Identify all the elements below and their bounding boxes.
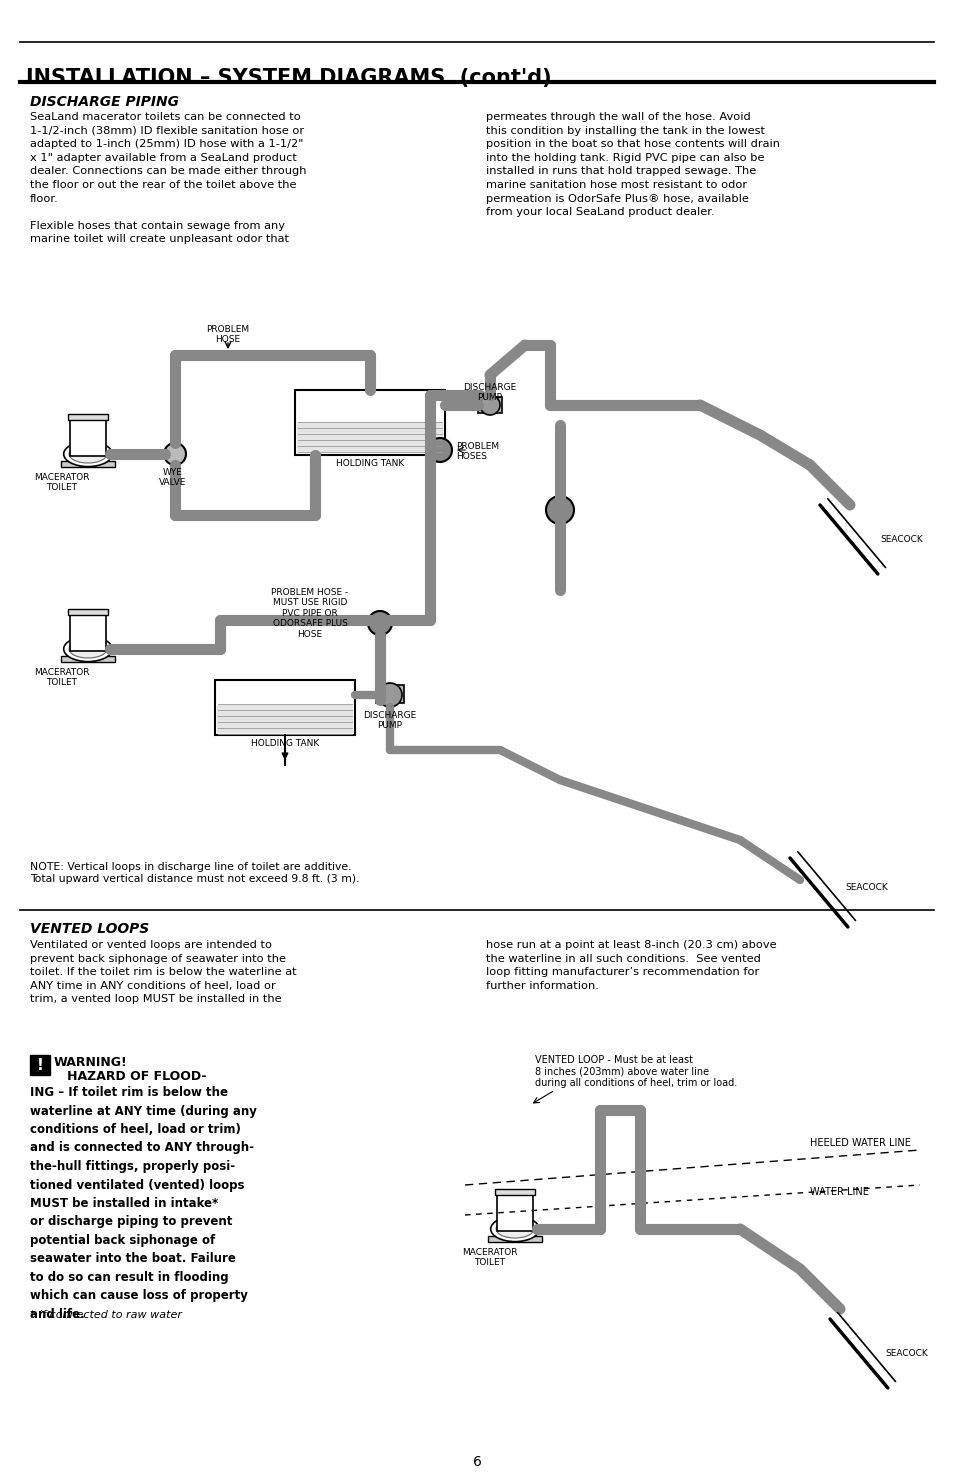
Text: MACERATOR
TOILET: MACERATOR TOILET [34,473,90,493]
Text: PROBLEM
HOSES: PROBLEM HOSES [456,442,498,462]
Circle shape [164,442,186,465]
Bar [70,417,106,456]
Circle shape [545,496,574,524]
Text: MACERATOR
TOILET: MACERATOR TOILET [34,668,90,687]
Bar [536,1226,545,1233]
Bar [375,684,403,704]
Text: SEACOCK: SEACOCK [884,1350,926,1358]
Text: PROBLEM
HOSE: PROBLEM HOSE [206,324,250,344]
Text: SeaLand macerator toilets can be connected to
1-1/2-inch (38mm) ID flexible sani: SeaLand macerator toilets can be connect… [30,112,306,245]
Text: HOLDING TANK: HOLDING TANK [335,459,404,468]
Text: PROBLEM HOSE -
MUST USE RIGID
PVC PIPE OR
ODORSAFE PLUS
HOSE: PROBLEM HOSE - MUST USE RIGID PVC PIPE O… [271,589,348,639]
Bar [294,389,444,454]
Bar [497,1193,533,1230]
Text: HOLDING TANK: HOLDING TANK [251,739,319,748]
Circle shape [377,683,401,707]
Circle shape [428,438,452,462]
Text: 6: 6 [472,1454,481,1469]
Bar [488,1236,541,1242]
Bar [68,414,108,420]
Ellipse shape [64,636,112,662]
Text: NOTE: Vertical loops in discharge line of toilet are additive.
Total upward vert: NOTE: Vertical loops in discharge line o… [30,861,359,884]
Text: VENTED LOOPS: VENTED LOOPS [30,922,149,937]
Text: MACERATOR
TOILET: MACERATOR TOILET [462,1248,517,1267]
Text: WARNING!: WARNING! [54,1056,128,1069]
Text: WATER LINE: WATER LINE [809,1187,868,1198]
Text: SEACOCK: SEACOCK [844,884,887,892]
Text: INSTALLATION – SYSTEM DIAGRAMS  (cont'd): INSTALLATION – SYSTEM DIAGRAMS (cont'd) [26,68,551,88]
Text: HAZARD OF FLOOD-: HAZARD OF FLOOD- [54,1069,206,1083]
Circle shape [479,395,499,414]
Text: permeates through the wall of the hose. Avoid
this condition by installing the t: permeates through the wall of the hose. … [485,112,780,217]
Text: ING – If toilet rim is below the
waterline at ANY time (during any
conditions of: ING – If toilet rim is below the waterli… [30,1086,256,1322]
Bar [68,609,108,615]
Text: DISCHARGE
PUMP: DISCHARGE PUMP [363,711,416,730]
Text: DISCHARGE
PUMP: DISCHARGE PUMP [463,384,517,403]
Text: HEELED WATER LINE: HEELED WATER LINE [809,1139,910,1148]
Circle shape [368,611,392,636]
Bar [110,646,118,652]
Bar [477,397,501,413]
Bar [61,656,115,662]
Bar [110,450,118,457]
Bar [61,462,115,466]
Bar [70,614,106,650]
Text: hose run at a point at least 8-inch (20.3 cm) above
the waterline in all such co: hose run at a point at least 8-inch (20.… [485,940,776,991]
Bar [296,422,442,451]
Ellipse shape [490,1217,538,1242]
Bar [30,1055,50,1075]
Ellipse shape [64,441,112,466]
Ellipse shape [69,445,107,463]
Bar [214,680,355,735]
Text: DISCHARGE PIPING: DISCHARGE PIPING [30,94,179,109]
Bar [216,705,353,733]
Text: SEACOCK: SEACOCK [879,535,922,544]
Text: !: ! [36,1058,44,1072]
Ellipse shape [69,640,107,658]
Bar [495,1189,535,1195]
Text: VENTED LOOP - Must be at least
8 inches (203mm) above water line
during all cond: VENTED LOOP - Must be at least 8 inches … [535,1055,737,1089]
Ellipse shape [496,1220,534,1238]
Text: * if connected to raw water: * if connected to raw water [30,1310,182,1320]
Text: WYE
VALVE: WYE VALVE [159,468,187,487]
Text: Ventilated or vented loops are intended to
prevent back siphonage of seawater in: Ventilated or vented loops are intended … [30,940,296,1004]
